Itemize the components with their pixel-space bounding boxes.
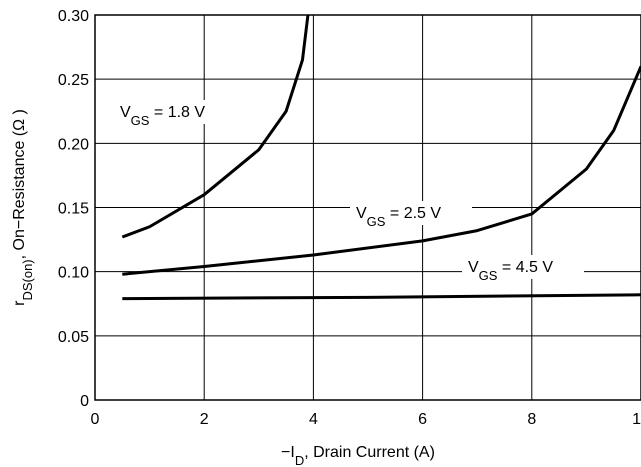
y-tick-label: 0.15 [58,201,89,218]
series-label-part: = 4.5 V [497,259,553,276]
y-axis-label: rDS(on), On−Resistance (Ω ) [11,109,35,306]
x-tick-label: 4 [309,411,318,428]
y-tick-label: 0.20 [58,136,89,153]
y-axis-label-part: , On−Resistance (Ω ) [11,109,28,259]
lines [121,15,641,301]
labels: 00.050.100.150.200.250.300246810VGS = 1.… [11,8,641,467]
x-axis-label-part: −I [281,444,295,461]
plot-frame [94,14,641,401]
series-label-part: V [356,205,367,222]
series-label-part: V [120,104,131,121]
y-tick-label: 0.30 [58,8,89,25]
y-axis-label-part: r [11,300,28,306]
x-axis-label-part: , Drain Current (A) [304,444,435,461]
x-tick-label: 8 [527,411,536,428]
grid [94,14,641,401]
series-label-part: V [468,259,479,276]
y-tick-label: 0 [80,393,89,410]
y-axis-label-part: DS(on) [20,259,35,300]
series-label-part: = 1.8 V [149,104,205,121]
series-label-part: GS [131,113,150,128]
x-tick-label: 2 [200,411,209,428]
series-label-bg [462,255,584,279]
y-tick-label: 0.25 [58,72,89,89]
series-label-bg [350,201,472,225]
x-axis-label-part: D [295,453,304,467]
series-label-part: GS [367,214,386,229]
series-label: VGS = 4.5 V [468,259,553,283]
series-line [121,15,310,239]
series-label: VGS = 1.8 V [120,104,205,128]
series-label-part: GS [479,268,498,283]
series-line [122,293,641,301]
series-label-bg [114,100,236,124]
x-tick-label: 6 [418,411,427,428]
series-label: VGS = 2.5 V [356,205,441,229]
series-label-part: = 2.5 V [385,205,441,222]
x-tick-label: 10 [632,411,641,428]
y-tick-label: 0.10 [58,265,89,282]
x-axis-label: −ID, Drain Current (A) [281,444,435,467]
x-tick-label: 0 [91,411,100,428]
y-tick-label: 0.05 [58,329,89,346]
series-line [122,65,641,276]
